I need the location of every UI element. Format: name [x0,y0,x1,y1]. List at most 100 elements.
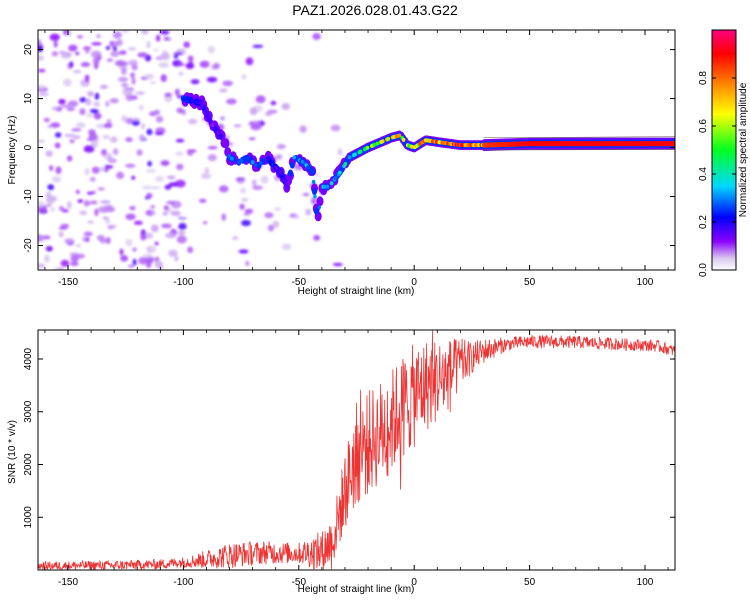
spectrogram-noise-blob [302,192,310,197]
spectrogram-noise-blob [64,238,75,244]
spectrogram-noise-blob [125,213,136,221]
snr-xtick-label: 0 [411,577,417,588]
spectrogram-noise-blob [127,264,135,268]
spectrogram-noise-blob [102,134,110,139]
spectrogram-noise-blob [150,81,156,85]
spectrogram-noise-blob [77,35,83,39]
spectrogram-noise-blob [51,51,59,57]
spectrogram-noise-blob [173,55,179,59]
spectrogram-ridge-core [227,153,231,158]
spectrogram-noise-blob [176,235,187,244]
spectrogram-noise-blob [73,135,81,140]
spectrogram-noise-blob [80,61,91,67]
spectrogram-ytick-label: -20 [23,238,34,253]
spectrogram-noise-blob [146,192,153,199]
spectrogram-noise-blob [109,98,119,104]
spectrogram-x-axis: -150 -100 -50 0 50 100 [44,30,669,288]
spectrogram-noise-blob [133,220,143,225]
spectrogram-noise-blob [251,179,257,187]
spectrogram-ridge-core [325,184,330,189]
spectrogram-noise-blob [77,199,84,203]
spectrogram-noise-blob [86,113,93,118]
spectrogram-noise-blob [264,111,273,116]
spectrogram-noise-blob [190,79,200,85]
spectrogram-noise-blob [49,33,60,41]
spectrogram-noise-blob [87,220,94,224]
spectrogram-ridge-core [347,155,352,160]
spectrogram-noise-blob [255,95,266,104]
spectrogram-noise-blob [38,45,44,53]
spectrogram-noise-blob [90,190,96,195]
spectrogram-ridge-core [278,170,283,175]
spectrogram-noise-blob [89,200,98,205]
spectrogram-noise-blob [70,254,79,263]
snr-ylabel: SNR (10 * v/v) [7,420,18,484]
spectrogram-noise-blob [270,100,277,106]
spectrogram-xtick-label: 50 [524,277,536,288]
spectrogram-noise-blob [38,55,45,61]
spectrogram-noise-blob [150,204,156,209]
spectrogram-noise-blob [105,237,111,245]
spectrogram-noise-blob [164,92,172,98]
spectrogram-noise-blob [75,189,81,194]
colorbar-gradient [711,29,737,271]
spectrogram-noise-blob [175,151,184,156]
spectrogram-noise-blob [239,203,245,210]
spectrogram-noise-blob [147,160,152,167]
spectrogram-noise-blob [289,213,297,217]
spectrogram-noise-blob [53,39,58,48]
spectrogram-noise-blob [188,118,198,125]
spectrogram-noise-blob [59,50,65,55]
spectrogram-noise-blob [66,201,72,209]
spectrogram-noise-blob [91,166,100,174]
spectrogram-noise-blob [101,149,107,156]
spectrogram-noise-blob [199,60,210,68]
spectrogram-ridge-core [353,152,357,157]
spectrogram-noise-blob [114,60,125,67]
spectrogram-ridge-core [313,194,317,199]
spectrogram-xtick-label: -100 [173,277,193,288]
spectrogram-noise-blob [45,203,53,207]
spectrogram-noise-blob [45,245,53,252]
spectrogram-noise-blob [168,249,178,257]
snr-ytick-label: 1000 [23,506,34,529]
spectrogram-ridge-core [268,159,273,164]
spectrogram-noise-blob [136,149,143,156]
snr-xtick-label: -150 [58,577,78,588]
spectrogram-ridge-core [397,133,402,138]
spectrogram-noise-blob [105,100,110,107]
spectrogram-ridge-mid [243,154,249,162]
spectrogram-noise-blob [146,40,151,49]
spectrogram-noise-blob [45,150,53,157]
spectrogram-noise-blob [121,30,130,33]
spectrogram-noise-blob [141,185,153,190]
spectrogram-ridge-core [410,144,414,149]
spectrogram-noise-blob [213,62,220,70]
spectrogram-noise-blob [174,179,186,188]
spectrogram-noise-blob [233,124,242,128]
spectrogram-noise-blob [131,175,136,180]
spectrogram-noise-blob [70,261,79,266]
spectrogram-noise-blob [111,224,117,228]
spectrogram-noise-blob [112,148,119,155]
spectrogram-noise-blob [69,61,74,68]
snr-panel: -150 -100 -50 0 50 100 1000 2000 3000 4000 Heigh… [7,329,676,595]
spectrogram-noise-blob [155,34,161,42]
spectrogram-noise-blob [176,163,184,171]
spectrogram-noise-blob [97,187,105,191]
spectrogram-ridge-core [358,149,363,154]
spectrogram-noise-blob [141,123,146,130]
spectrogram-noise-blob [161,223,172,229]
spectrogram-noise-blob [240,187,247,194]
spectrogram-noise-blob [83,200,90,207]
spectrogram-noise-blob [116,171,125,180]
spectrogram-noise-blob [66,155,73,162]
spectrogram-noise-blob [187,151,194,156]
spectrogram-noise-blob [60,223,70,228]
spectrogram-noise-blob [93,112,102,120]
spectrogram-ylabel: Frequency (Hz) [7,116,18,185]
spectrogram-ridge-halo [222,138,230,149]
spectrogram-noise-blob [79,97,87,103]
